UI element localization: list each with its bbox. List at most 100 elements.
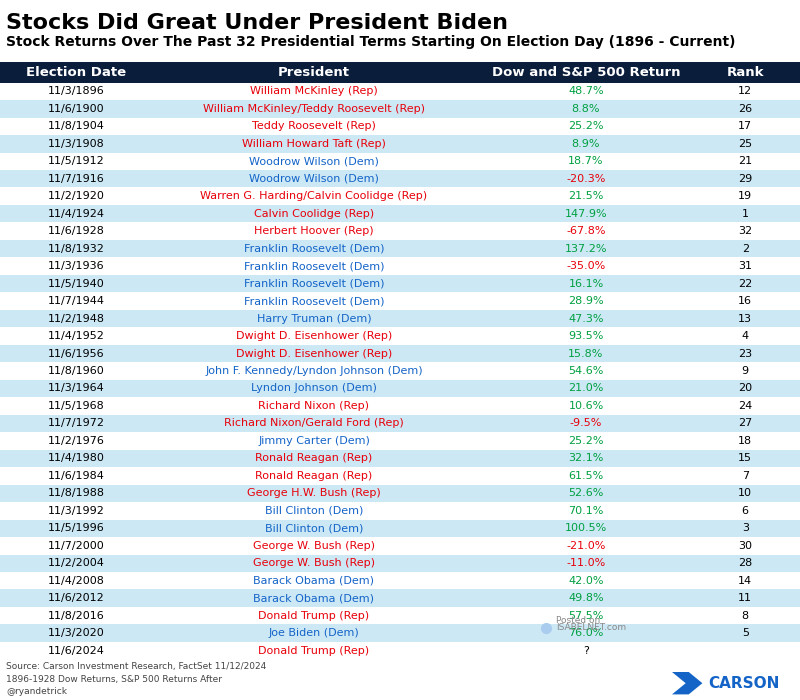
Text: 20: 20: [738, 384, 752, 393]
Text: William Howard Taft (Rep): William Howard Taft (Rep): [242, 139, 386, 149]
Text: ?: ?: [583, 645, 589, 656]
Text: 137.2%: 137.2%: [565, 244, 607, 253]
FancyBboxPatch shape: [0, 153, 800, 170]
Text: 21.0%: 21.0%: [568, 384, 604, 393]
FancyBboxPatch shape: [0, 240, 800, 258]
Text: Richard Nixon (Rep): Richard Nixon (Rep): [258, 401, 370, 411]
Text: Joe Biden (Dem): Joe Biden (Dem): [269, 628, 359, 638]
Text: 11/8/1988: 11/8/1988: [47, 489, 105, 498]
FancyBboxPatch shape: [0, 572, 800, 589]
FancyBboxPatch shape: [0, 502, 800, 519]
Text: Stocks Did Great Under President Biden: Stocks Did Great Under President Biden: [6, 13, 509, 33]
FancyBboxPatch shape: [0, 223, 800, 240]
Text: 11/6/2012: 11/6/2012: [48, 593, 104, 603]
Text: 61.5%: 61.5%: [568, 471, 604, 481]
Text: Calvin Coolidge (Rep): Calvin Coolidge (Rep): [254, 209, 374, 218]
Text: 22: 22: [738, 279, 752, 288]
Text: George H.W. Bush (Rep): George H.W. Bush (Rep): [247, 489, 381, 498]
Text: 21.5%: 21.5%: [568, 191, 604, 201]
Text: 7: 7: [742, 471, 749, 481]
FancyBboxPatch shape: [0, 83, 800, 100]
Text: Source: Carson Investment Research, FactSet 11/12/2024
1896-1928 Dow Returns, S&: Source: Carson Investment Research, Fact…: [6, 662, 266, 696]
FancyBboxPatch shape: [0, 363, 800, 379]
Text: Posted on: Posted on: [556, 615, 600, 624]
FancyBboxPatch shape: [0, 379, 800, 397]
Text: 16.1%: 16.1%: [568, 279, 604, 288]
Text: 28: 28: [738, 559, 752, 568]
Text: Donald Trump (Rep): Donald Trump (Rep): [258, 610, 370, 621]
FancyBboxPatch shape: [0, 537, 800, 554]
Text: -35.0%: -35.0%: [566, 261, 606, 271]
Text: George W. Bush (Rep): George W. Bush (Rep): [253, 541, 375, 551]
Text: 70.1%: 70.1%: [568, 506, 604, 516]
Text: 25.2%: 25.2%: [568, 436, 604, 446]
Text: 11/4/1952: 11/4/1952: [47, 331, 105, 341]
Text: Rank: Rank: [726, 66, 764, 78]
Text: 25: 25: [738, 139, 752, 149]
FancyBboxPatch shape: [0, 328, 800, 345]
FancyBboxPatch shape: [0, 397, 800, 414]
Text: 3: 3: [742, 524, 749, 533]
FancyBboxPatch shape: [0, 135, 800, 153]
Text: 10: 10: [738, 489, 752, 498]
FancyBboxPatch shape: [0, 449, 800, 467]
Text: Barack Obama (Dem): Barack Obama (Dem): [254, 575, 374, 586]
FancyBboxPatch shape: [0, 293, 800, 310]
Text: 11/7/2000: 11/7/2000: [48, 541, 104, 551]
Text: 25.2%: 25.2%: [568, 121, 604, 132]
FancyBboxPatch shape: [0, 170, 800, 188]
Text: Dwight D. Eisenhower (Rep): Dwight D. Eisenhower (Rep): [236, 349, 392, 358]
Text: 11/7/1916: 11/7/1916: [48, 174, 104, 183]
Text: 16: 16: [738, 296, 752, 306]
Text: 11/2/2004: 11/2/2004: [47, 559, 105, 568]
Text: 47.3%: 47.3%: [568, 314, 604, 323]
FancyBboxPatch shape: [0, 310, 800, 328]
Text: 1: 1: [742, 209, 749, 218]
Text: 19: 19: [738, 191, 752, 201]
Text: Franklin Roosevelt (Dem): Franklin Roosevelt (Dem): [244, 261, 384, 271]
FancyBboxPatch shape: [0, 432, 800, 449]
Text: John F. Kennedy/Lyndon Johnson (Dem): John F. Kennedy/Lyndon Johnson (Dem): [205, 366, 423, 376]
FancyBboxPatch shape: [0, 205, 800, 223]
Text: 147.9%: 147.9%: [565, 209, 607, 218]
Text: Election Date: Election Date: [26, 66, 126, 78]
Text: 11/5/1996: 11/5/1996: [48, 524, 104, 533]
Text: 11/8/1932: 11/8/1932: [47, 244, 105, 253]
Text: 11/3/1992: 11/3/1992: [47, 506, 105, 516]
Text: George W. Bush (Rep): George W. Bush (Rep): [253, 559, 375, 568]
Text: -67.8%: -67.8%: [566, 226, 606, 236]
Text: 13: 13: [738, 314, 752, 323]
Text: -21.0%: -21.0%: [566, 541, 606, 551]
Text: Lyndon Johnson (Dem): Lyndon Johnson (Dem): [251, 384, 377, 393]
Text: 8.8%: 8.8%: [572, 104, 600, 114]
FancyBboxPatch shape: [0, 414, 800, 432]
FancyBboxPatch shape: [0, 484, 800, 502]
FancyBboxPatch shape: [0, 607, 800, 624]
Text: 11/4/1924: 11/4/1924: [47, 209, 105, 218]
Text: Dwight D. Eisenhower (Rep): Dwight D. Eisenhower (Rep): [236, 331, 392, 341]
Text: 11/6/1900: 11/6/1900: [48, 104, 104, 114]
Text: 8.9%: 8.9%: [572, 139, 600, 149]
Text: 5: 5: [742, 628, 749, 638]
Text: 18.7%: 18.7%: [568, 156, 604, 167]
Text: Jimmy Carter (Dem): Jimmy Carter (Dem): [258, 436, 370, 446]
Text: 15.8%: 15.8%: [568, 349, 604, 358]
Text: 11/7/1944: 11/7/1944: [47, 296, 105, 306]
Text: 2: 2: [742, 244, 749, 253]
Text: 14: 14: [738, 575, 752, 586]
Text: Herbert Hoover (Rep): Herbert Hoover (Rep): [254, 226, 374, 236]
Text: William McKinley/Teddy Roosevelt (Rep): William McKinley/Teddy Roosevelt (Rep): [203, 104, 425, 114]
FancyBboxPatch shape: [0, 100, 800, 118]
Text: 27: 27: [738, 419, 752, 428]
Text: 11/5/1940: 11/5/1940: [48, 279, 104, 288]
Text: 26: 26: [738, 104, 752, 114]
Text: Franklin Roosevelt (Dem): Franklin Roosevelt (Dem): [244, 296, 384, 306]
Text: 32: 32: [738, 226, 752, 236]
Text: 17: 17: [738, 121, 752, 132]
Text: President: President: [278, 66, 350, 78]
Text: Teddy Roosevelt (Rep): Teddy Roosevelt (Rep): [252, 121, 376, 132]
Text: 11/2/1920: 11/2/1920: [47, 191, 105, 201]
Text: 52.6%: 52.6%: [568, 489, 604, 498]
Text: -11.0%: -11.0%: [566, 559, 606, 568]
Text: 11/5/1968: 11/5/1968: [48, 401, 104, 411]
